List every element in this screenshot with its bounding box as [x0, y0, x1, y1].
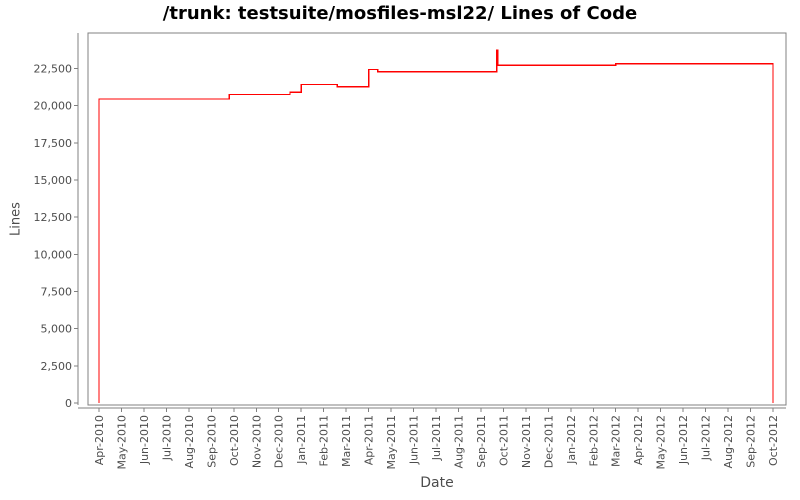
x-tick-label: Feb-2011: [318, 415, 331, 466]
y-tick-label: 17,500: [34, 137, 73, 150]
plot-frame: [87, 32, 787, 406]
x-tick-label: Oct-2010: [228, 415, 241, 466]
y-tick-label: 5,000: [41, 323, 73, 336]
x-tick-label: Sep-2012: [745, 415, 758, 468]
x-tick-label: May-2010: [116, 415, 129, 470]
y-tick-label: 2,500: [41, 360, 73, 373]
loc-series-line: [98, 49, 774, 403]
y-axis-title: Lines: [8, 202, 24, 236]
x-tick-label: Oct-2011: [497, 415, 510, 466]
x-tick-label: Dec-2011: [542, 415, 555, 468]
x-tick-label: Jun-2012: [677, 415, 690, 465]
chart-title: /trunk: testsuite/mosfiles-msl22/ Lines …: [162, 3, 638, 24]
x-axis: Apr-2010 May-2010 Jun-2010 Jul-2010 Aug-2010…: [78, 407, 786, 470]
y-tick-label: 15,000: [34, 174, 73, 187]
x-tick-label: Nov-2011: [520, 415, 533, 468]
y-axis: 0 2,500 5,000 7,500 10,000 12,500 15,000 17,500…: [34, 33, 79, 410]
x-tick-label: Jul-2011: [430, 415, 443, 461]
x-tick-label: Sep-2010: [205, 415, 218, 468]
x-tick-label: Jan-2011: [295, 415, 308, 465]
x-tick-label: Jan-2012: [565, 415, 578, 465]
y-tick-label: 0: [65, 397, 72, 410]
x-tick-label: Jun-2010: [138, 415, 151, 465]
x-tick-label: Aug-2010: [183, 415, 196, 468]
x-tick-label: Jun-2011: [408, 415, 421, 465]
x-tick-label: Aug-2011: [453, 415, 466, 468]
x-tick-label: Aug-2012: [722, 415, 735, 468]
x-axis-title: Date: [420, 475, 454, 491]
x-tick-label: Mar-2011: [340, 415, 353, 467]
y-tick-label: 10,000: [34, 248, 73, 261]
x-tick-label: Jul-2012: [700, 415, 713, 461]
x-tick-label: Nov-2010: [250, 415, 263, 468]
y-tick-label: 22,500: [34, 63, 73, 76]
x-tick-label: Apr-2012: [632, 415, 645, 465]
x-tick-label: Sep-2011: [475, 415, 488, 468]
y-tick-label: 7,500: [41, 286, 73, 299]
y-tick-label: 12,500: [34, 211, 73, 224]
x-tick-label: Apr-2011: [363, 415, 376, 465]
x-tick-label: Feb-2012: [587, 415, 600, 466]
y-tick-label: 20,000: [34, 100, 73, 113]
x-tick-label: Apr-2010: [93, 415, 106, 465]
x-tick-label: Jul-2010: [160, 415, 173, 461]
x-tick-label: Dec-2010: [273, 415, 286, 468]
x-tick-label: May-2011: [385, 415, 398, 470]
x-tick-label: Oct-2012: [767, 415, 780, 466]
x-tick-label: Mar-2012: [610, 415, 623, 467]
x-tick-label: May-2012: [655, 415, 668, 470]
